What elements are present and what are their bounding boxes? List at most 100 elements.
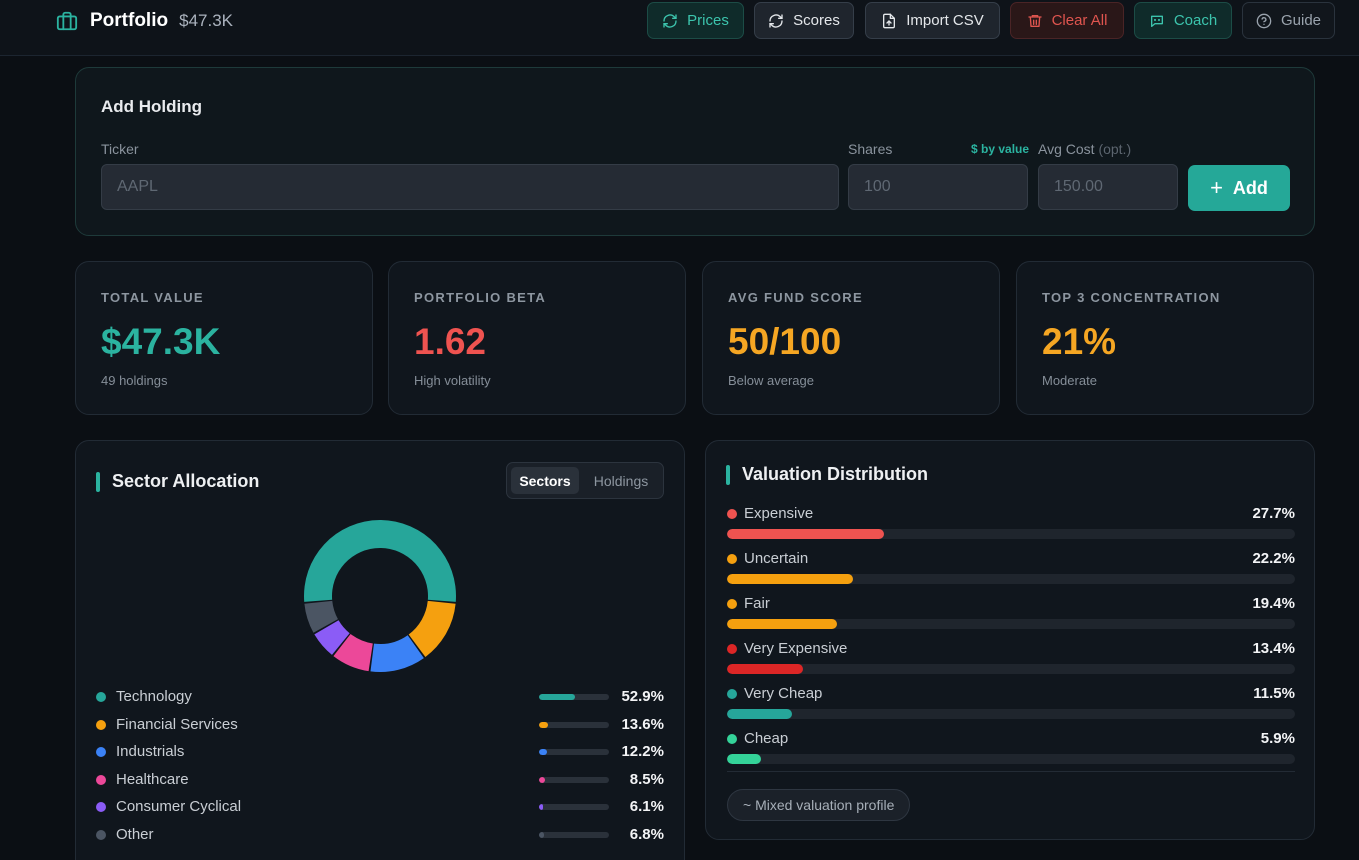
valuation-percent: 11.5%: [1253, 685, 1295, 702]
sector-legend-item: Other 6.8%: [96, 825, 666, 845]
valuation-percent: 19.4%: [1252, 595, 1295, 612]
import-csv-button-label: Import CSV: [906, 12, 984, 29]
valuation-percent: 5.9%: [1260, 730, 1295, 747]
sector-name: Healthcare: [116, 770, 189, 788]
valuation-bar-track: [727, 529, 1295, 539]
coach-button-label: Coach: [1173, 12, 1218, 29]
donut-slice[interactable]: [408, 600, 456, 657]
prices-button[interactable]: Prices: [647, 2, 744, 39]
donut-slice[interactable]: [314, 620, 350, 655]
sector-bar-fill: [539, 749, 548, 756]
sector-donut-chart: [304, 520, 456, 672]
sector-name: Other: [116, 826, 154, 843]
valuation-item: Very Cheap 11.5%: [727, 685, 1295, 719]
section-accent-bar: [96, 471, 100, 492]
stat-value: 21%: [1042, 321, 1117, 362]
donut-slice[interactable]: [370, 635, 424, 672]
sector-bar-fill: [539, 804, 544, 811]
legend-dot: [727, 644, 737, 654]
legend-dot: [727, 689, 737, 699]
valuation-item: Fair 19.4%: [727, 595, 1295, 629]
valuation-name: Expensive: [744, 505, 814, 522]
legend-dot: [96, 830, 106, 840]
guide-button-label: Guide: [1280, 12, 1322, 29]
stat-value: 1.62: [414, 321, 487, 362]
sector-name: Financial Services: [116, 715, 238, 733]
stat-card-top3-concentration: TOP 3 CONCENTRATION 21% Moderate: [1016, 261, 1314, 415]
import-csv-button[interactable]: Import CSV: [865, 2, 1000, 39]
sector-bar-track: [539, 832, 609, 838]
sector-name: Technology: [116, 688, 192, 705]
stat-subtitle: Moderate: [1042, 373, 1097, 388]
sector-bar-track: [539, 721, 609, 728]
by-value-toggle[interactable]: $ by value: [971, 142, 1030, 156]
legend-dot: [96, 774, 106, 785]
legend-dot: [96, 747, 106, 758]
avg-cost-label-text: Avg Cost: [1038, 141, 1095, 157]
brand: Portfolio $47.3K: [56, 9, 233, 33]
valuation-name: Very Expensive: [744, 640, 848, 657]
legend-dot: [96, 719, 106, 730]
donut-slice[interactable]: [333, 633, 373, 672]
sector-percent: 6.1%: [629, 798, 664, 816]
prices-button-label: Prices: [687, 12, 729, 29]
valuation-percent: 27.7%: [1252, 505, 1295, 522]
valuation-distribution-title-text: Valuation Distribution: [742, 464, 929, 484]
sector-bar-track: [539, 694, 609, 700]
add-holding-card: Add Holding Ticker Shares $ by value Avg…: [75, 67, 1315, 236]
valuation-bar-fill: [727, 529, 885, 539]
sector-percent: 52.9%: [621, 688, 664, 705]
valuation-bar-fill: [727, 664, 804, 674]
sector-bar-fill: [539, 721, 549, 728]
clear-all-button-label: Clear All: [1051, 12, 1108, 29]
valuation-item: Expensive 27.7%: [727, 505, 1295, 539]
sector-legend-item: Technology 52.9%: [96, 687, 666, 707]
valuation-name: Cheap: [744, 730, 789, 747]
ticker-input[interactable]: [101, 164, 839, 210]
stat-label: TOTAL VALUE: [101, 290, 204, 305]
section-accent-bar: [726, 464, 730, 485]
sector-percent: 12.2%: [621, 743, 664, 761]
sector-legend-item: Consumer Cyclical 6.1%: [96, 797, 666, 817]
valuation-percent: 13.4%: [1252, 640, 1295, 657]
sector-percent: 13.6%: [621, 715, 664, 733]
scores-button[interactable]: Scores: [754, 2, 854, 39]
briefcase-icon: [56, 10, 78, 32]
stat-card-portfolio-beta: PORTFOLIO BETA 1.62 High volatility: [388, 261, 686, 415]
sector-allocation-card: Sector Allocation Sectors Holdings Techn…: [75, 440, 685, 860]
stat-label: TOP 3 CONCENTRATION: [1042, 290, 1221, 305]
valuation-percent: 22.2%: [1252, 550, 1295, 567]
coach-button[interactable]: Coach: [1134, 2, 1232, 39]
valuation-distribution-card: Valuation Distribution Expensive 27.7% Unc…: [705, 440, 1315, 840]
tab-sectors[interactable]: Sectors: [511, 467, 579, 494]
avg-cost-input[interactable]: [1038, 164, 1178, 210]
sector-view-toggle: Sectors Holdings: [506, 462, 664, 499]
valuation-item: Cheap 5.9%: [727, 730, 1295, 764]
donut-slice[interactable]: [304, 600, 338, 633]
tab-holdings[interactable]: Holdings: [593, 472, 649, 489]
trash-icon: [1027, 14, 1042, 27]
sector-allocation-title: Sector Allocation: [96, 471, 259, 492]
valuation-bar-fill: [727, 619, 838, 629]
sector-name: Industrials: [116, 743, 185, 761]
sector-legend-item: Financial Services 13.6%: [96, 715, 666, 735]
stat-card-avg-fund-score: AVG FUND SCORE 50/100 Below average: [702, 261, 1000, 415]
valuation-bar-fill: [727, 709, 793, 719]
sector-legend-item: Industrials 12.2%: [96, 742, 666, 762]
add-button-label: Add: [1232, 177, 1268, 198]
add-holding-title: Add Holding: [101, 97, 203, 116]
chat-bot-icon: [1150, 15, 1163, 27]
add-holding-button[interactable]: + Add: [1188, 165, 1290, 211]
clear-all-button[interactable]: Clear All: [1010, 2, 1124, 39]
valuation-bar-fill: [727, 754, 761, 764]
refresh-icon: [769, 13, 783, 28]
valuation-bar-track: [727, 754, 1295, 764]
donut-slice[interactable]: [304, 520, 456, 602]
legend-dot: [727, 509, 737, 519]
stat-card-total-value: TOTAL VALUE $47.3K 49 holdings: [75, 261, 373, 415]
valuation-name: Very Cheap: [744, 685, 823, 702]
divider: [727, 771, 1295, 772]
guide-button[interactable]: Guide: [1242, 2, 1335, 39]
header-total-value: $47.3K: [179, 11, 233, 30]
shares-input[interactable]: [848, 164, 1028, 210]
